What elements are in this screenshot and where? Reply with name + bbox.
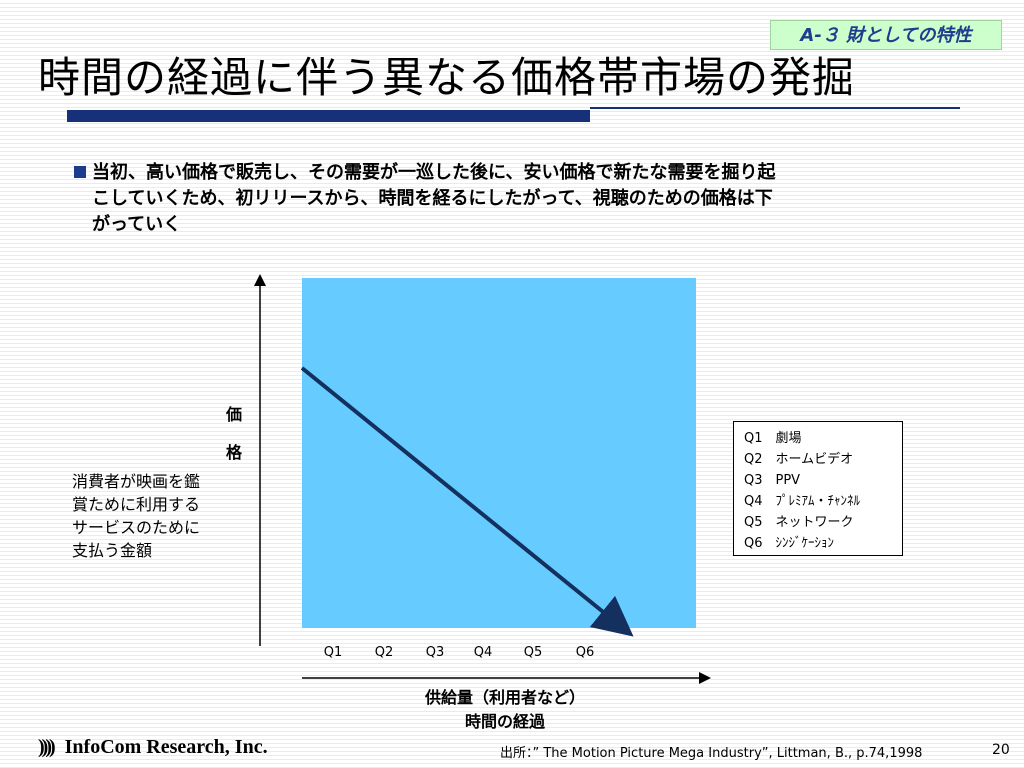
bullet-line-2: こしていくため、初リリースから、時間を経るにしたがって、視聴のための価格は下: [92, 188, 773, 209]
square-bullet-icon: [74, 166, 86, 178]
y-desc-line-3: サービスのために: [72, 518, 201, 537]
legend-item-q5: Q5 ネットワーク: [744, 515, 854, 530]
x-tick-q6: Q6: [576, 645, 595, 660]
legend: Q1 劇場 Q2 ホームビデオ Q3 PPV Q4 ﾌﾟﾚﾐｱﾑ・ﾁｬﾝﾈﾙ Q…: [733, 421, 903, 556]
x-axis-title-line-2: 時間の経過: [464, 712, 545, 731]
plot-area: [302, 278, 696, 628]
x-tick-q1: Q1: [324, 645, 343, 660]
x-tick-q5: Q5: [524, 645, 543, 660]
company-name: InfoCom Research, Inc.: [64, 736, 268, 758]
y-desc-line-4: 支払う金額: [72, 541, 153, 560]
legend-item-q2: Q2 ホームビデオ: [744, 452, 854, 467]
bullet-paragraph: 当初、高い価格で販売し、その需要が一巡した後に、安い価格で新たな需要を掘り起 こ…: [74, 160, 964, 238]
bullet-line-1: 当初、高い価格で販売し、その需要が一巡した後に、安い価格で新たな需要を掘り起: [74, 160, 964, 186]
price-trend-line: [300, 366, 634, 637]
company-logo: )))) InfoCom Research, Inc.: [38, 736, 268, 759]
y-desc-line-2: 賞ために利用する: [72, 495, 201, 514]
y-label-char-1: 価: [225, 405, 242, 424]
logo-mark-icon: )))): [38, 736, 56, 758]
y-axis-description: 消費者が映画を鑑 賞ために利用する サービスのために 支払う金額: [72, 470, 242, 562]
x-tick-labels: Q1 Q2 Q3 Q4 Q5 Q6: [324, 645, 595, 660]
section-tag: A-３ 財としての特性: [770, 20, 1002, 50]
legend-item-q1: Q1 劇場: [744, 431, 802, 446]
y-desc-line-1: 消費者が映画を鑑: [72, 472, 201, 491]
title-underline-bar: [67, 110, 590, 122]
legend-item-q4: Q4 ﾌﾟﾚﾐｱﾑ・ﾁｬﾝﾈﾙ: [744, 494, 861, 509]
source-citation: 出所：” The Motion Picture Mega Industry”, …: [500, 746, 923, 761]
bullet-line-3: がっていく: [92, 214, 182, 235]
slide-title: 時間の経過に伴う異なる価格帯市場の発掘: [38, 53, 856, 102]
x-tick-q2: Q2: [375, 645, 394, 660]
x-tick-q4: Q4: [474, 645, 493, 660]
x-axis-title: 供給量（利用者など） 時間の経過: [380, 686, 630, 734]
bullet-text-1: 当初、高い価格で販売し、その需要が一巡した後に、安い価格で新たな需要を掘り起: [92, 162, 776, 183]
x-axis-title-line-1: 供給量（利用者など）: [424, 688, 585, 707]
page-number: 20: [992, 742, 1010, 758]
y-label-char-2: 格: [226, 443, 243, 462]
legend-item-q6: Q6 ｼﾝｼﾞｹｰｼｮﾝ: [744, 536, 835, 551]
legend-item-q3: Q3 PPV: [744, 473, 801, 488]
x-tick-q3: Q3: [426, 645, 445, 660]
title-underline-line: [590, 107, 960, 109]
